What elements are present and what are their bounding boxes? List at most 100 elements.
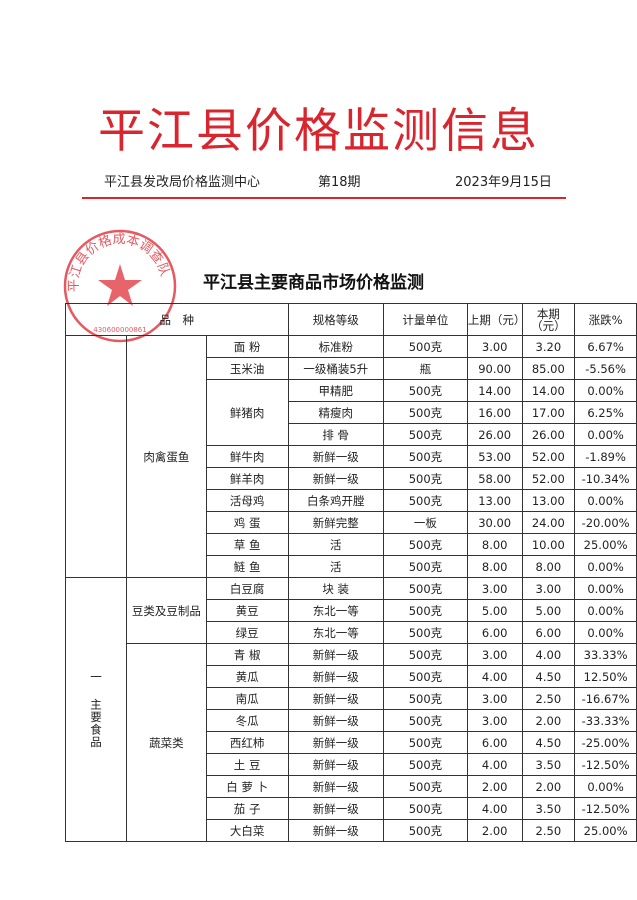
prev-price: 53.00 [466,445,523,468]
spec: 白条鸡开膛 [287,489,384,512]
change-pct: -10.34% [574,467,637,490]
curr-price: 2.00 [521,775,576,798]
spec: 精瘦肉 [287,401,384,424]
spec: 活 [287,555,384,578]
change-pct: 0.00% [574,423,637,446]
table-header: 品 种 规格等级 计量单位 上期（元） 本期（元） 涨跌% [65,303,637,336]
spec: 新鲜一级 [287,687,384,710]
spec: 新鲜一级 [287,753,384,776]
item-name: 鲜羊肉 [205,467,289,490]
change-pct: 33.33% [574,643,637,666]
curr-price: 5.00 [521,599,576,622]
table-row: 鸡 蛋新鲜完整 一板 30.00 24.00 -20.00% [66,511,637,534]
curr-price: 8.00 [521,555,576,578]
unit: 500克 [382,423,468,446]
unit: 500克 [382,731,468,754]
change-pct: -16.67% [574,687,637,710]
item-name: 土 豆 [205,753,289,776]
unit: 500克 [382,489,468,512]
unit: 500克 [382,445,468,468]
group-name: 肉禽蛋鱼 [126,335,207,578]
unit: 500克 [382,467,468,490]
table-row: 鲜猪肉 甲精肥 500克 14.00 14.00 0.00% [66,379,637,446]
prev-price: 4.00 [466,797,523,820]
unit: 500克 [382,643,468,666]
spec: 新鲜一级 [287,467,384,490]
item-name: 鲢 鱼 [205,555,289,578]
group-name: 蔬菜类 [126,643,207,842]
spec: 东北一等 [287,599,384,622]
table-row: 南瓜 新鲜一级 500克 3.00 2.50 -16.67% [66,687,637,710]
prev-price: 3.00 [466,709,523,732]
spec: 新鲜一级 [287,643,384,666]
table-row: 鲜羊肉 新鲜一级 500克 58.00 52.00 -10.34% [66,467,637,490]
table-row: 土 豆新鲜一级 500克 4.00 3.50 -12.50% [66,753,637,776]
item-name: 鸡 蛋 [205,511,289,534]
header-spec: 规格等级 [287,303,384,336]
table-row: 茄 子新鲜一级 500克 4.00 3.50 -12.50% [66,797,637,820]
prev-price: 58.00 [466,467,523,490]
change-pct: 0.00% [574,599,637,622]
unit: 500克 [382,797,468,820]
item-name: 玉米油 [205,357,289,380]
table-row: 肉禽蛋鱼面 粉标准粉 500克 3.00 3.20 6.67% [65,335,637,578]
curr-price: 24.00 [521,511,576,534]
change-pct: -12.50% [574,753,637,776]
unit: 瓶 [382,357,468,380]
item-name: 鲜牛肉 [205,445,289,468]
curr-price: 4.50 [521,731,576,754]
curr-price: 13.00 [521,489,576,512]
section-label: 一 主要食品 [65,577,127,842]
spec: 新鲜一级 [287,819,384,842]
change-pct: 0.00% [574,489,637,512]
curr-price: 26.00 [521,423,576,446]
spec: 一级桶装5升 [287,357,384,380]
spec: 新鲜一级 [287,775,384,798]
spec: 活 [287,533,384,556]
spec: 新鲜完整 [287,511,384,534]
curr-price: 3.00 [521,577,576,600]
curr-price: 52.00 [521,467,576,490]
spec: 标准粉 [287,335,384,358]
table-row: 黄豆 东北一等 500克 5.00 5.00 0.00% [66,599,637,622]
unit: 500克 [382,621,468,644]
unit: 500克 [382,379,468,402]
item-name: 鲜猪肉 [205,379,289,446]
prev-price: 8.00 [466,555,523,578]
curr-price: 4.00 [521,643,576,666]
prev-price: 26.00 [466,423,523,446]
prev-price: 3.00 [466,643,523,666]
header-prev: 上期（元） [466,303,525,336]
prev-price: 16.00 [466,401,523,424]
header-curr: 本期（元） [521,303,576,336]
curr-price: 85.00 [521,357,576,380]
curr-price: 3.50 [521,797,576,820]
table-row: 大白菜 新鲜一级 500克 2.00 2.50 25.00% [66,819,637,842]
prev-price: 30.00 [466,511,523,534]
red-divider [82,197,566,199]
curr-price: 6.00 [521,621,576,644]
table-row: 排 骨 500克 26.00 26.00 0.00% [66,423,637,446]
unit: 500克 [382,775,468,798]
spec: 新鲜一级 [287,731,384,754]
prev-price: 4.00 [466,753,523,776]
change-pct: 0.00% [574,775,637,798]
change-pct: 0.00% [574,621,637,644]
change-pct: 0.00% [574,555,637,578]
item-name: 冬瓜 [205,709,289,732]
item-name: 南瓜 [205,687,289,710]
prev-price: 13.00 [466,489,523,512]
unit: 500克 [382,533,468,556]
prev-price: 5.00 [466,599,523,622]
prev-price: 8.00 [466,533,523,556]
price-table: 品 种 规格等级 计量单位 上期（元） 本期（元） 涨跌% 肉禽蛋鱼面 粉标准粉… [65,303,637,842]
item-name: 白豆腐 [205,577,289,600]
change-pct: -25.00% [574,731,637,754]
spec: 新鲜一级 [287,709,384,732]
item-name: 草 鱼 [205,533,289,556]
prev-price: 3.00 [466,687,523,710]
change-pct: -12.50% [574,797,637,820]
prev-price: 90.00 [466,357,523,380]
unit: 500克 [382,599,468,622]
item-name: 黄瓜 [205,665,289,688]
